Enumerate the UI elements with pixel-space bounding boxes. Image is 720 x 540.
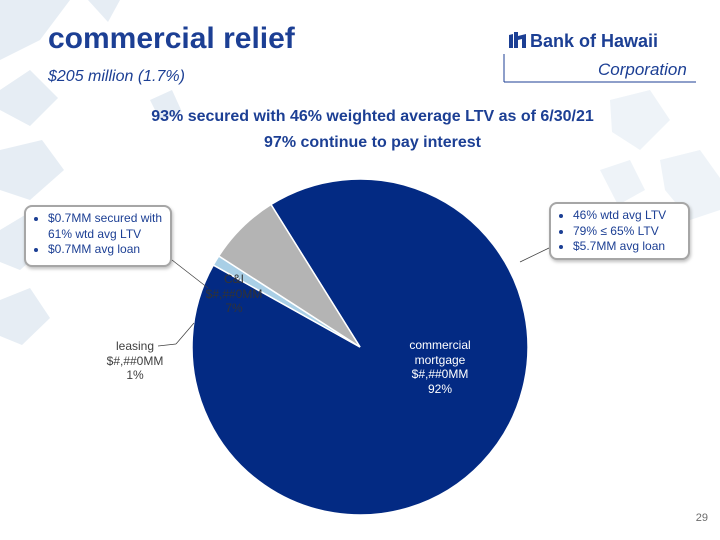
leasing-label-name: leasing <box>115 339 155 353</box>
mortgage-callout-item: 46% wtd avg LTV <box>573 208 688 224</box>
mortgage-label-percent: 92% <box>427 381 453 396</box>
leasing-label-percent: 1% <box>126 368 144 382</box>
pie-slice-c-i <box>217 203 361 348</box>
ci-callout-item: $0.7MM secured with 61% wtd avg LTV <box>48 211 170 242</box>
ci-callout-box: $0.7MM secured with 61% wtd avg LTV $0.7… <box>24 205 172 267</box>
pie-slices <box>191 178 529 516</box>
slide-title: commercial relief <box>48 22 295 55</box>
ci-data-label: C&I $#,##0MM 7% <box>194 272 274 316</box>
bank-of-hawaii-logo: Bank of Hawaii Corporation <box>503 31 696 83</box>
page-number: 29 <box>695 512 708 524</box>
leader-lines <box>157 247 550 347</box>
slide-subtitle: $205 million (1.7%) <box>48 68 185 85</box>
mortgage-label-name: commercial mortgage <box>409 338 471 367</box>
ci-callout-item: $0.7MM avg loan <box>48 242 170 258</box>
mortgage-callout-box: 46% wtd avg LTV 79% ≤ 65% LTV $5.7MM avg… <box>549 202 690 260</box>
headline-interest: 97% continue to pay interest <box>264 134 481 151</box>
logo-sub: Corporation <box>598 60 687 79</box>
logo-name: Bank of Hawaii <box>530 31 658 51</box>
ci-label-percent: 7% <box>225 301 243 315</box>
leasing-data-label: leasing $#,##0MM 1% <box>95 339 175 383</box>
ci-label-value: $#,##0MM <box>205 286 263 301</box>
headline-secured: 93% secured with 46% weighted average LT… <box>151 108 594 125</box>
mortgage-data-label: commercial mortgage $#,##0MM 92% <box>380 338 500 396</box>
leasing-label-value: $#,##0MM <box>106 353 164 368</box>
mortgage-callout-item: 79% ≤ 65% LTV <box>573 224 688 240</box>
mortgage-label-value: $#,##0MM <box>411 367 469 381</box>
ci-label-name: C&I <box>223 272 244 286</box>
mortgage-callout-item: $5.7MM avg loan <box>573 239 688 255</box>
